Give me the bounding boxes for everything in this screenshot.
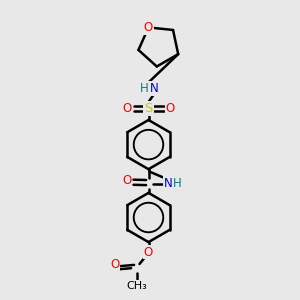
Text: O: O (122, 102, 131, 115)
Text: O: O (166, 102, 175, 115)
Text: H: H (173, 177, 182, 190)
Text: O: O (144, 245, 153, 259)
Text: O: O (144, 21, 153, 34)
Text: N: N (150, 82, 159, 95)
Text: O: O (110, 258, 119, 271)
Text: H: H (140, 82, 149, 95)
Text: N: N (164, 177, 172, 190)
Text: CH₃: CH₃ (126, 280, 147, 291)
Text: O: O (122, 174, 131, 187)
Text: S: S (144, 102, 153, 115)
